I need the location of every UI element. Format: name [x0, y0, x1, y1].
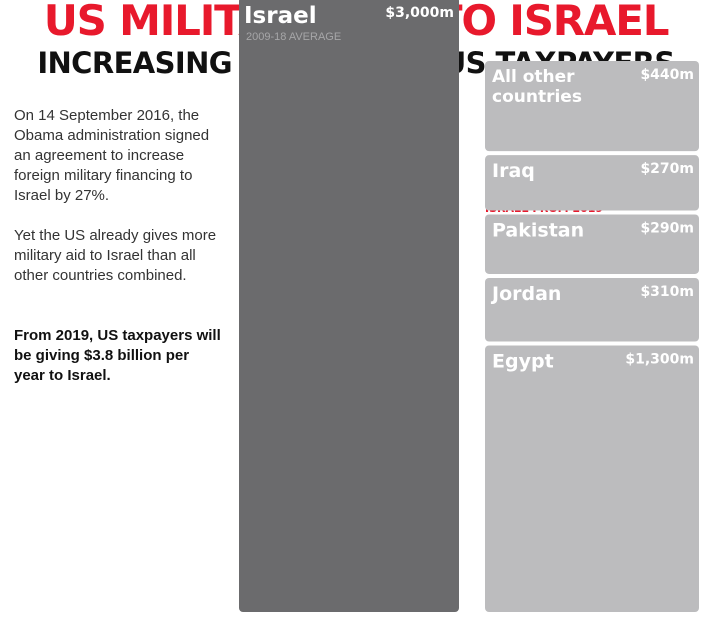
country-name-label: Iraq: [492, 160, 535, 182]
country-value-label: $1,300m: [625, 352, 694, 368]
country-name-label: Pakistan: [492, 220, 584, 242]
country-value-label: $310m: [640, 284, 694, 300]
country-value-label: $440m: [640, 67, 694, 83]
country-bar-jordan: [485, 277, 699, 342]
country-name-label: countries: [492, 87, 582, 107]
country-value-label: $290m: [640, 221, 694, 237]
intro-paragraph-1: On 14 September 2016, the Obama administ…: [14, 107, 210, 204]
country-value-label: $270m: [640, 161, 694, 177]
country-bar-egypt: [485, 345, 699, 612]
israel-name-label: Israel: [244, 3, 317, 29]
israel-bar: [239, 0, 459, 612]
country-bar-iraq: [485, 155, 699, 211]
country-name-label: All other: [492, 67, 575, 87]
intro-paragraph-3: From 2019, US taxpayers will be giving $…: [14, 327, 221, 384]
country-bar-pakistan: [485, 214, 699, 274]
country-bar-all-other-countries: [485, 60, 699, 152]
israel-value-label: $3,000m: [385, 5, 454, 21]
israel-sublabel: 2009-18 AVERAGE: [246, 31, 341, 43]
intro-paragraph-2: Yet the US already gives more military a…: [14, 227, 217, 284]
country-name-label: Egypt: [492, 351, 554, 373]
country-name-label: Jordan: [490, 283, 561, 305]
